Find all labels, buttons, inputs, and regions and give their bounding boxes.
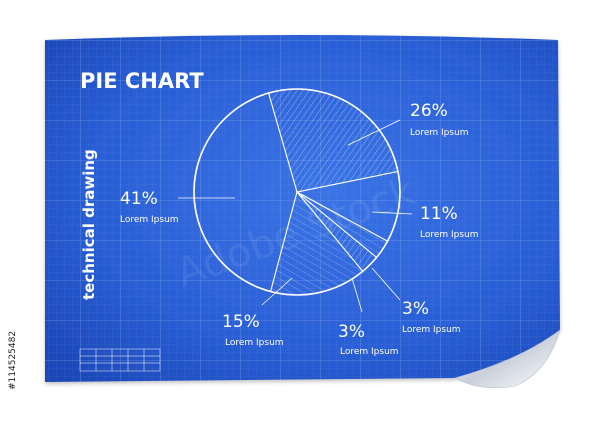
stock-id: #114525482	[8, 331, 18, 390]
slice-caption-26: Lorem Ipsum	[410, 128, 469, 138]
slice-caption-11: Lorem Ipsum	[420, 230, 479, 240]
slice-caption-41: Lorem Ipsum	[120, 215, 179, 225]
pie-slice-41-5	[193, 92, 298, 293]
pie-slice-26-0	[267, 88, 399, 193]
leader-line-3a	[371, 267, 401, 301]
slice-labels: 26% Lorem Ipsum 11% Lorem Ipsum 3% Lorem…	[120, 101, 479, 357]
slice-caption-3b: Lorem Ipsum	[340, 347, 399, 357]
title-block-table	[79, 348, 161, 372]
slice-label-26: 26%	[410, 101, 448, 121]
leader-line-3b	[351, 277, 363, 313]
leader-line-26	[347, 119, 401, 146]
slice-label-3a: 3%	[402, 299, 429, 319]
pie-chart	[193, 88, 401, 296]
slice-label-41: 41%	[120, 189, 158, 209]
slice-caption-15: Lorem Ipsum	[225, 338, 284, 348]
slice-caption-3a: Lorem Ipsum	[402, 325, 461, 335]
leader-line-11	[371, 211, 413, 215]
leader-line-15	[261, 277, 293, 306]
chart-title: PIE CHART	[80, 69, 204, 93]
page-curl	[454, 329, 561, 389]
slice-label-3b: 3%	[338, 322, 365, 342]
slice-label-11: 11%	[420, 204, 458, 224]
pie-slice-11-1	[295, 170, 401, 242]
slice-label-15: 15%	[222, 312, 260, 332]
chart-subtitle: technical drawing	[80, 149, 98, 300]
